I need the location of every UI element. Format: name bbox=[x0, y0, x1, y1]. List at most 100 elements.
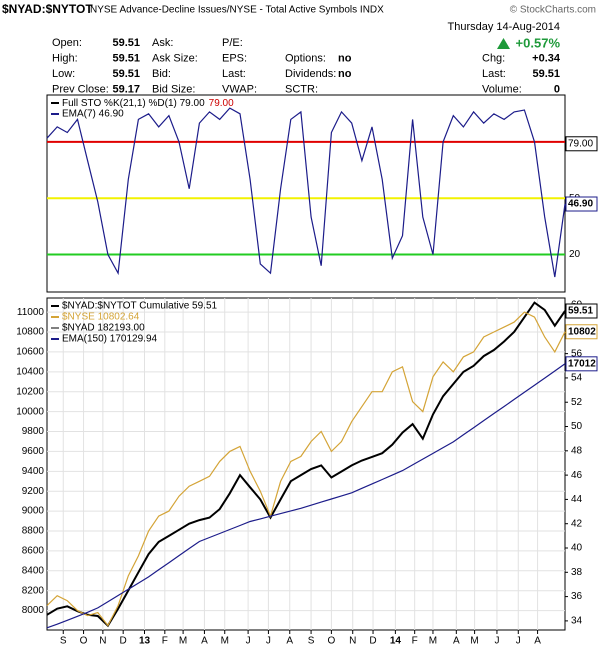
quote-value: 59.51 bbox=[112, 52, 140, 64]
y-tick-label: 9200 bbox=[22, 486, 45, 497]
last-value-label: 79.00 bbox=[568, 138, 593, 149]
series-line bbox=[46, 107, 566, 278]
quote-value: 59.51 bbox=[112, 37, 140, 49]
quote-value: 59.51 bbox=[112, 68, 140, 80]
title: $NYAD:$NYTOT bbox=[2, 2, 93, 16]
quote-label: SCTR: bbox=[285, 83, 318, 95]
x-tick-label: J bbox=[266, 636, 271, 647]
quote-label: VWAP: bbox=[222, 83, 257, 95]
quote-label: Bid Size: bbox=[152, 83, 195, 95]
y2-tick-label: 54 bbox=[571, 373, 583, 384]
y-tick-label: 10400 bbox=[16, 366, 44, 377]
last-value-label-box bbox=[565, 356, 598, 372]
y-tick-label: 8600 bbox=[22, 546, 45, 557]
x-tick-label: F bbox=[412, 636, 418, 647]
quote-label: Last: bbox=[222, 68, 246, 80]
series-line bbox=[46, 363, 566, 629]
x-tick-label: A bbox=[201, 636, 208, 647]
y-tick-label: 8400 bbox=[22, 565, 45, 576]
quote-value: no bbox=[338, 68, 352, 80]
x-tick-label: F bbox=[162, 636, 168, 647]
x-tick-label: O bbox=[80, 636, 88, 647]
y-tick-label: 11000 bbox=[17, 307, 45, 318]
quote-value: 0 bbox=[554, 83, 560, 95]
quote-label: Bid: bbox=[152, 68, 171, 80]
x-tick-label: A bbox=[286, 636, 293, 647]
x-tick-label: N bbox=[99, 636, 106, 647]
legend-entry: $NYAD 182193.00 bbox=[62, 323, 145, 334]
y-tick-label: 10000 bbox=[16, 406, 44, 417]
x-tick-label: D bbox=[369, 636, 376, 647]
legend-entry: EMA(7) 46.90 bbox=[62, 109, 124, 120]
quote-label: Low: bbox=[52, 68, 75, 80]
last-value-label-box bbox=[565, 324, 598, 340]
x-tick-label: A bbox=[453, 636, 460, 647]
legend-d: 79.00 bbox=[209, 98, 234, 109]
date: Thursday 14-Aug-2014 bbox=[447, 21, 560, 33]
x-tick-label: M bbox=[221, 636, 229, 647]
y-tick-label: 9600 bbox=[22, 446, 45, 457]
y-tick-label: 20 bbox=[569, 249, 581, 260]
y2-tick-label: 46 bbox=[571, 470, 583, 481]
x-tick-label: M bbox=[179, 636, 187, 647]
y-tick-label: 8000 bbox=[22, 605, 45, 616]
y2-tick-label: 48 bbox=[571, 445, 583, 456]
y-tick-label: 9000 bbox=[22, 506, 45, 517]
y-tick-label: 9800 bbox=[22, 426, 45, 437]
x-tick-label: A bbox=[534, 636, 541, 647]
quote-label: Chg: bbox=[482, 52, 505, 64]
y2-tick-label: 38 bbox=[571, 567, 583, 578]
y2-tick-label: 52 bbox=[571, 397, 583, 408]
last-value-label: 10802 bbox=[568, 326, 596, 337]
quote-label: Dividends: bbox=[285, 68, 336, 80]
quote-label: P/E: bbox=[222, 37, 243, 49]
quote-label: Ask Size: bbox=[152, 52, 198, 64]
y-tick-label: 8800 bbox=[22, 526, 45, 537]
y2-tick-label: 40 bbox=[571, 543, 583, 554]
quote-label: Volume: bbox=[482, 83, 522, 95]
x-tick-label: J bbox=[246, 636, 251, 647]
y2-tick-label: 50 bbox=[571, 421, 583, 432]
y-tick-label: 10200 bbox=[16, 386, 44, 397]
series-line bbox=[46, 311, 566, 627]
subtitle: NYSE Advance-Decline Issues/NYSE - Total… bbox=[90, 5, 384, 16]
y-tick-label: 10600 bbox=[16, 347, 44, 358]
panel-frame bbox=[46, 297, 566, 631]
series-line bbox=[46, 301, 566, 628]
panel-frame bbox=[46, 94, 566, 293]
y-tick-label: 9400 bbox=[22, 466, 45, 477]
x-tick-label: D bbox=[120, 636, 127, 647]
quote-value: 59.17 bbox=[112, 83, 140, 95]
legend-entry: $NYSE 10802.64 bbox=[62, 312, 140, 323]
up-arrow bbox=[497, 38, 510, 49]
quote-label: Open: bbox=[52, 37, 82, 49]
quote-label: Prev Close: bbox=[52, 83, 109, 95]
quote-value: 59.51 bbox=[532, 68, 560, 80]
x-tick-label: J bbox=[516, 636, 521, 647]
x-tick-label: S bbox=[308, 636, 315, 647]
quote-label: High: bbox=[52, 52, 78, 64]
last-value-label: 46.90 bbox=[568, 199, 593, 210]
quote-value: no bbox=[338, 52, 352, 64]
x-tick-label: S bbox=[60, 636, 67, 647]
x-tick-label: 13 bbox=[139, 636, 151, 647]
y-tick-label: 8200 bbox=[22, 585, 45, 596]
x-tick-label: O bbox=[328, 636, 336, 647]
last-value-label: 59.51 bbox=[568, 306, 593, 317]
y2-tick-label: 56 bbox=[571, 348, 583, 359]
y2-tick-label: 34 bbox=[571, 616, 583, 627]
change-percent: +0.57% bbox=[516, 35, 561, 50]
x-tick-label: M bbox=[470, 636, 478, 647]
x-tick-label: 14 bbox=[390, 636, 402, 647]
quote-label: Last: bbox=[482, 68, 506, 80]
y-tick-label: 10800 bbox=[16, 327, 44, 338]
last-value-label-box bbox=[565, 196, 598, 212]
y2-tick-label: 44 bbox=[571, 494, 583, 505]
y2-tick-label: 42 bbox=[571, 518, 583, 529]
x-tick-label: M bbox=[429, 636, 437, 647]
watermark: © StockCharts.com bbox=[510, 5, 596, 16]
legend-entry: Full STO %K(21,1) %D(1) 79.00 79.00 bbox=[62, 98, 234, 109]
x-tick-label: J bbox=[494, 636, 499, 647]
